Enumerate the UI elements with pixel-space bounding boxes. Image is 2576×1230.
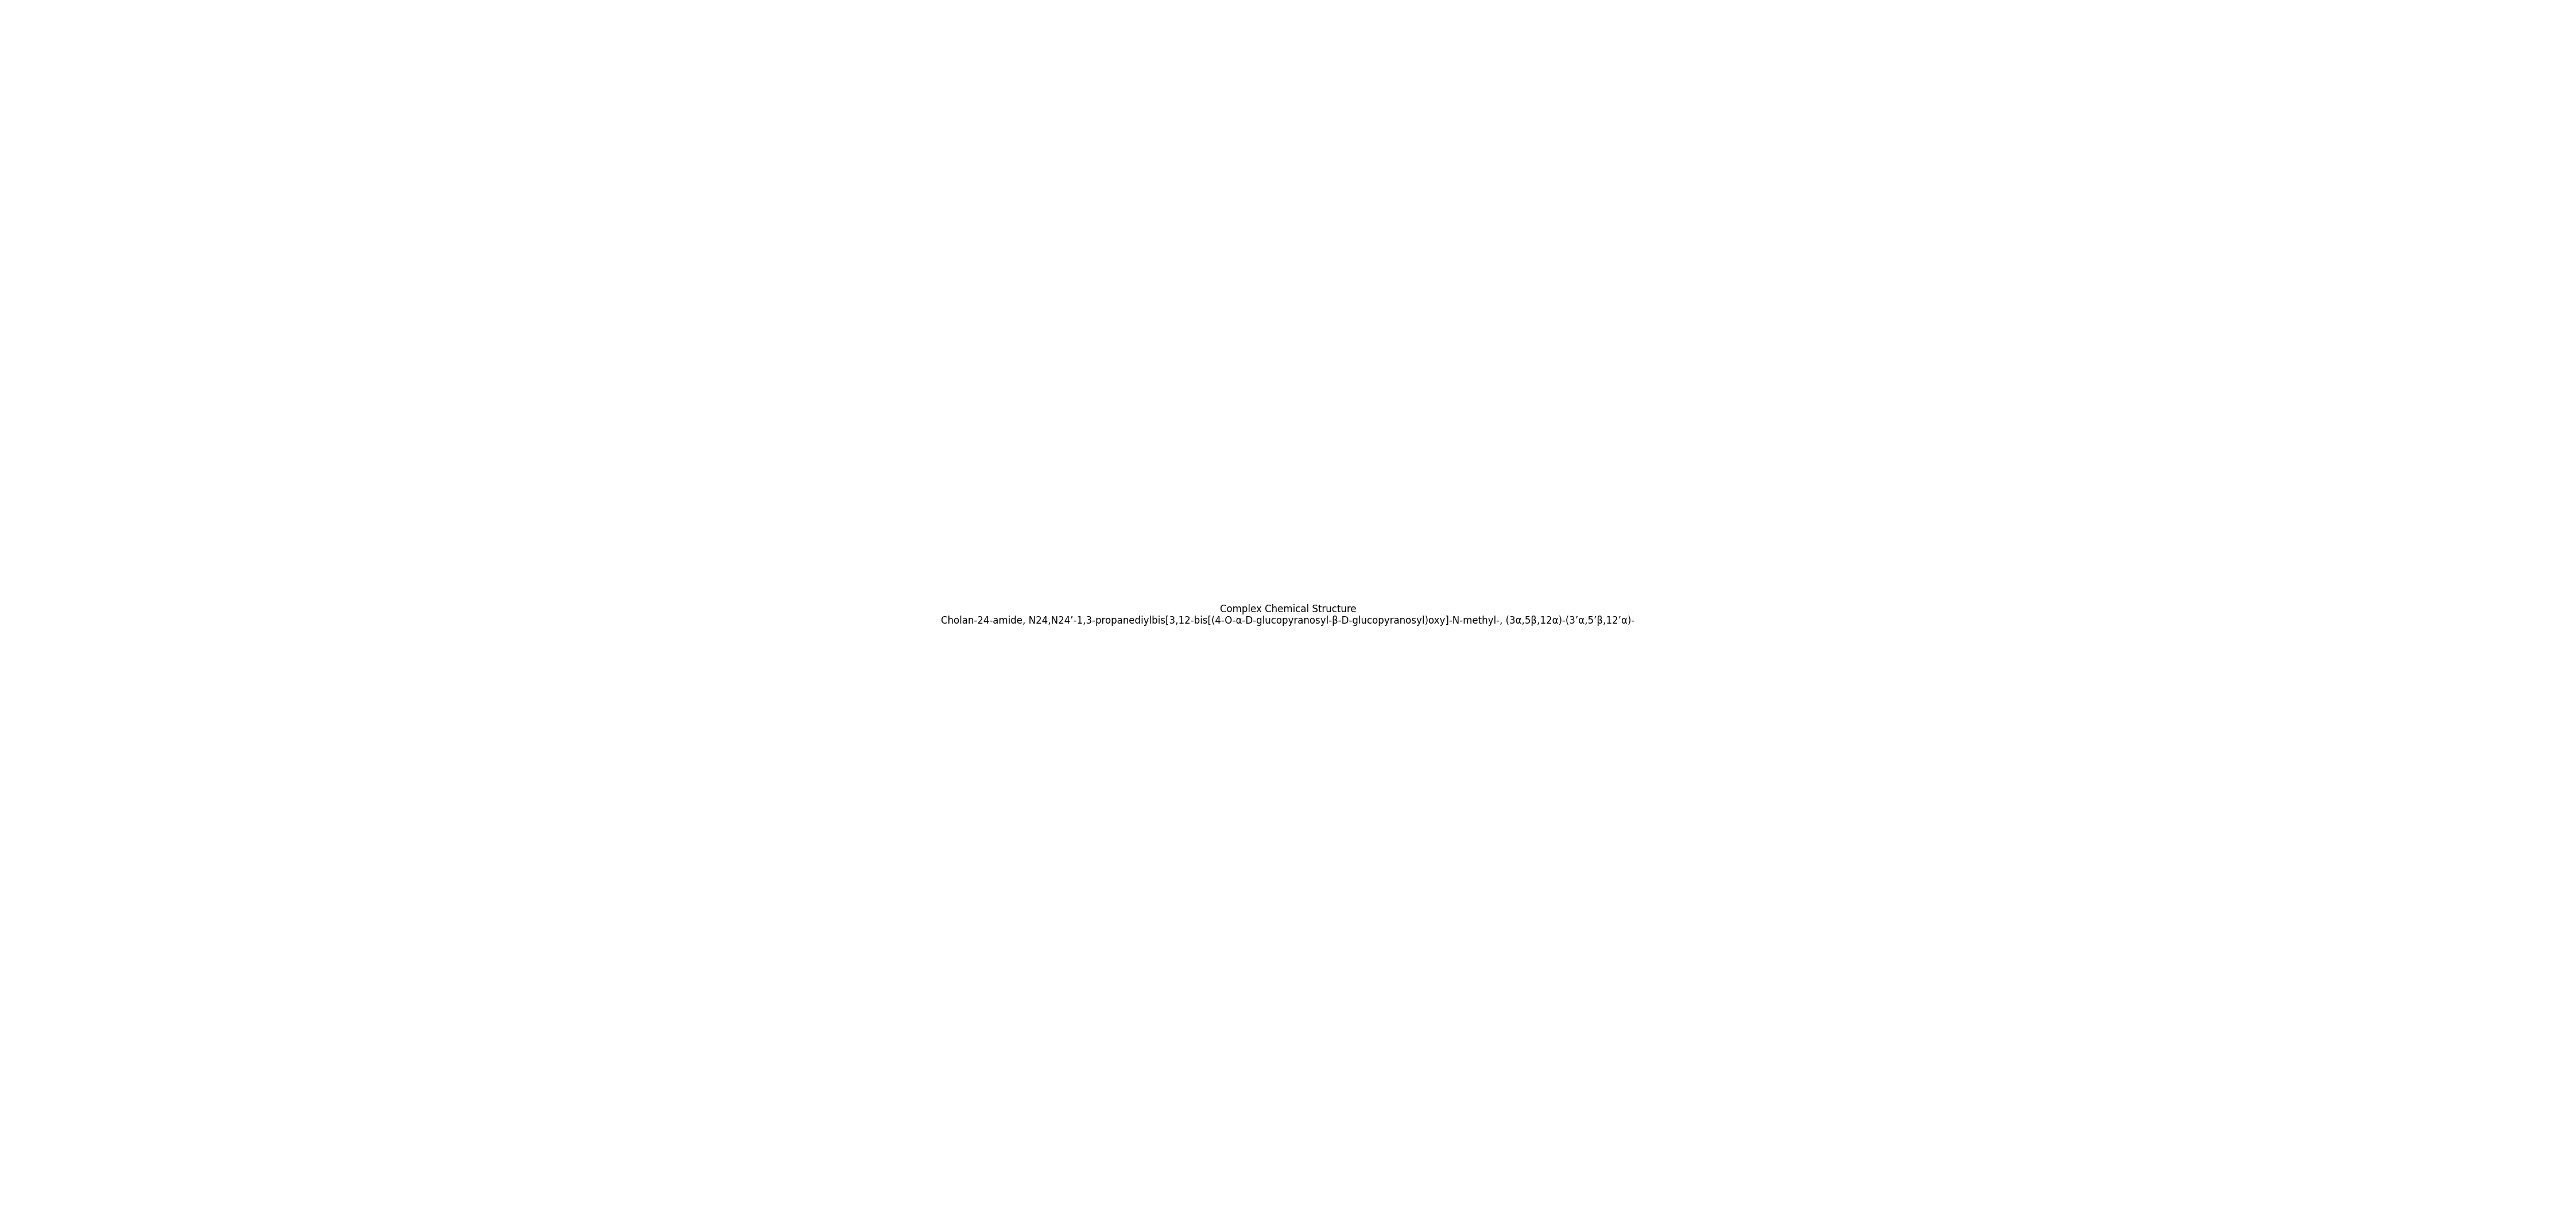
- Text: Complex Chemical Structure
Cholan-24-amide, N24,N24’-1,3-propanediylbis[3,12-bis: Complex Chemical Structure Cholan-24-ami…: [940, 604, 1636, 626]
